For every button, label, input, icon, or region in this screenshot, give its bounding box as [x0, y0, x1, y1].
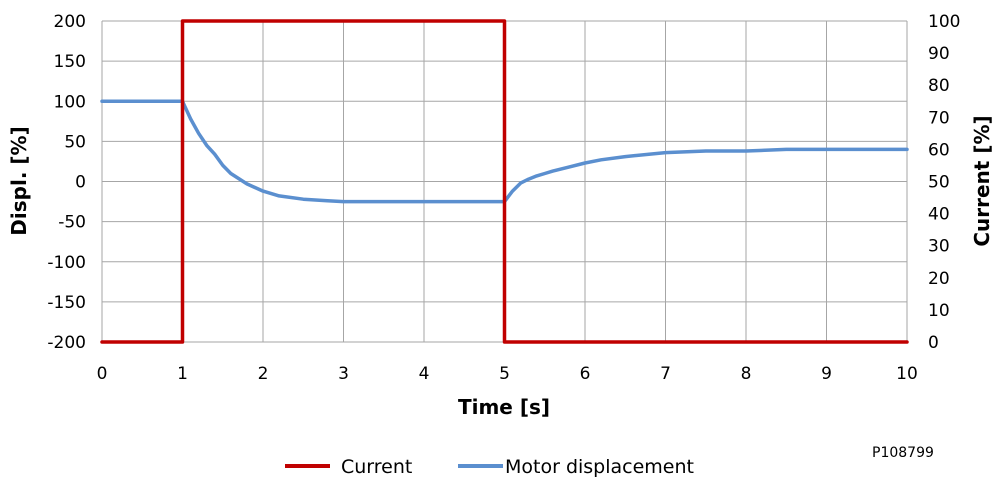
x-tick-label: 2 — [258, 364, 269, 384]
x-tick-label: 6 — [580, 364, 591, 384]
y-left-tick-label: 0 — [75, 173, 86, 193]
y-right-tick-label: 100 — [928, 12, 960, 32]
series-layer — [100, 19, 909, 344]
x-tick-label: 0 — [97, 364, 108, 384]
y-right-tick-label: 30 — [928, 237, 950, 257]
x-axis-title: Time [s] — [458, 395, 550, 419]
x-tick-label: 3 — [338, 364, 349, 384]
y-left-tick-label: -150 — [47, 293, 86, 313]
x-tick-labels: 0 1 2 3 4 5 6 7 8 9 10 — [97, 364, 918, 384]
x-tick-label: 4 — [419, 364, 430, 384]
y-left-tick-labels: -200 -150 -100 -50 0 50 100 150 200 — [47, 12, 86, 353]
x-tick-label: 5 — [499, 364, 510, 384]
y-left-tick-label: 50 — [64, 132, 86, 152]
y-left-tick-label: -50 — [58, 213, 86, 233]
y-right-tick-label: 50 — [928, 173, 950, 193]
figure-reference: P108799 — [872, 445, 934, 461]
y-right-tick-label: 80 — [928, 76, 950, 96]
legend-label-current: Current — [341, 456, 412, 478]
y-left-axis-title: Displ. [%] — [7, 126, 31, 235]
y-left-tick-label: 200 — [54, 12, 86, 32]
legend-label-motor-displacement: Motor displacement — [505, 456, 694, 478]
x-tick-label: 7 — [660, 364, 671, 384]
y-right-tick-label: 10 — [928, 301, 950, 321]
y-left-tick-label: -200 — [47, 333, 86, 353]
series-line-motor-displacement — [100, 99, 909, 204]
y-right-axis-title: Current [%] — [970, 115, 994, 246]
y-right-tick-label: 20 — [928, 269, 950, 289]
y-left-tick-label: -100 — [47, 253, 86, 273]
y-left-tick-label: 100 — [54, 92, 86, 112]
y-right-tick-labels: 0 10 20 30 40 50 60 70 80 90 100 — [928, 12, 960, 353]
y-left-tick-label: 150 — [54, 52, 86, 72]
y-right-tick-label: 60 — [928, 140, 950, 160]
legend: Current Motor displacement — [285, 456, 694, 478]
y-right-tick-label: 0 — [928, 333, 939, 353]
series-line-current — [100, 19, 909, 344]
x-tick-label: 10 — [896, 364, 918, 384]
x-tick-label: 8 — [741, 364, 752, 384]
y-right-tick-label: 40 — [928, 205, 950, 225]
x-tick-label: 9 — [821, 364, 832, 384]
x-tick-label: 1 — [177, 364, 188, 384]
y-right-tick-label: 70 — [928, 108, 950, 128]
y-right-tick-label: 90 — [928, 44, 950, 64]
